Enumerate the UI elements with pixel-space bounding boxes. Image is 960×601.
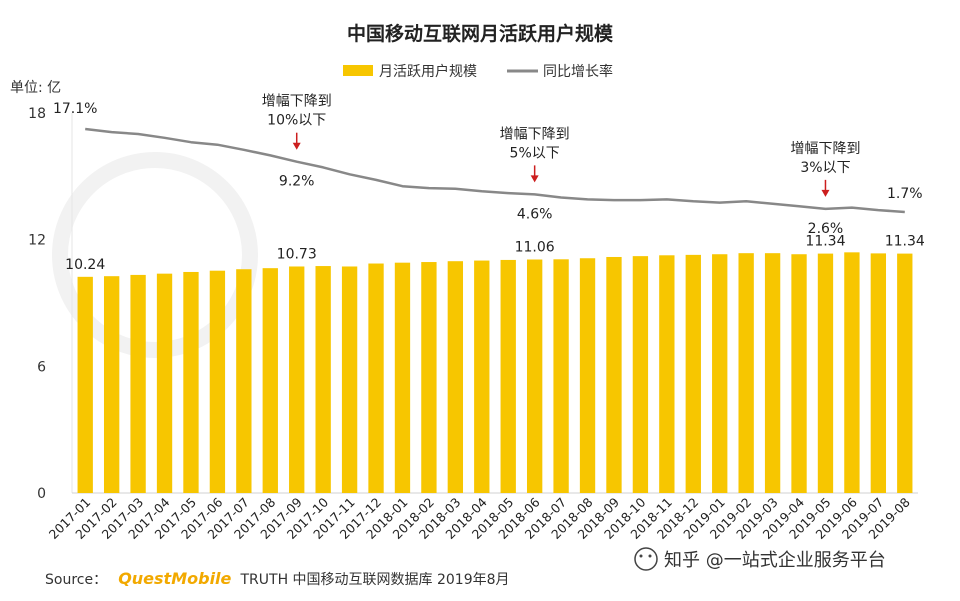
- bar-2018-12: [685, 254, 701, 493]
- bar-2018-10: [632, 256, 649, 493]
- annotation-line1: 增幅下降到: [262, 94, 332, 110]
- source-brand: QuestMobile: [118, 569, 231, 588]
- legend: 月活跃用户规模 同比增长率: [343, 63, 613, 80]
- bar-2017-03: [130, 274, 146, 493]
- legend-bar-swatch: [343, 65, 373, 76]
- bar-2017-04: [156, 273, 173, 493]
- watermark-text: 知乎 @一站式企业服务平台: [664, 550, 886, 571]
- growth-value-label: 2.6%: [808, 221, 844, 237]
- bar-2017-05: [183, 271, 199, 493]
- bar-value-label: 10.73: [277, 246, 317, 262]
- down-arrow-icon: [530, 175, 539, 183]
- bar-2018-11: [659, 255, 675, 493]
- source-line: Source： QuestMobile TRUTH 中国移动互联网数据库 201…: [45, 569, 510, 588]
- bar-value-label: 11.34: [885, 234, 925, 250]
- bar-2017-10: [315, 266, 331, 493]
- bar-2019-05: [817, 253, 834, 493]
- annotation-line2: 3%以下: [800, 160, 850, 176]
- growth-value-label: 17.1%: [53, 101, 97, 117]
- bar-2019-01: [712, 254, 728, 493]
- bar-value-label: 10.24: [65, 257, 105, 273]
- wechat-icon: [634, 547, 658, 571]
- growth-line: [85, 127, 905, 214]
- bar-2018-04: [474, 260, 490, 493]
- bar-2017-09: [289, 266, 305, 493]
- growth-value-label: 9.2%: [279, 174, 315, 190]
- bar-2017-11: [341, 266, 358, 493]
- legend-line-label: 同比增长率: [543, 63, 613, 80]
- bar-2017-06: [209, 270, 226, 493]
- bar-value-label: 11.34: [805, 234, 845, 250]
- bar-2018-09: [606, 256, 622, 493]
- data-labels: 10.24 10.73 11.06 11.34 11.34 17.1% 9.2% 4.6% 2.…: [53, 101, 925, 273]
- y-tick-label: 6: [37, 359, 46, 375]
- y-tick-label: 0: [37, 486, 46, 502]
- bar-2017-01: [77, 276, 93, 493]
- watermark-circle-graphic: [52, 152, 258, 358]
- bar-2019-08: [897, 253, 913, 493]
- bar-2017-12: [368, 263, 384, 493]
- bar-2018-02: [421, 262, 437, 493]
- bar-2017-08: [262, 268, 278, 493]
- chart-title: 中国移动互联网月活跃用户规模: [347, 22, 614, 45]
- y-tick-label: 12: [28, 233, 46, 249]
- down-arrow-icon: [292, 142, 301, 150]
- bar-2019-04: [791, 254, 807, 493]
- y-axis: 0 6 12 18: [28, 106, 46, 502]
- growth-line-series: [85, 127, 905, 214]
- bar-2018-08: [579, 258, 596, 493]
- annotation-line2: 10%以下: [267, 113, 326, 129]
- bar-2018-03: [447, 261, 464, 493]
- bar-2019-06: [844, 252, 860, 493]
- unit-label: 单位: 亿: [10, 80, 61, 96]
- growth-value-label: 4.6%: [517, 206, 553, 222]
- bar-2019-03: [764, 253, 781, 493]
- bar-2018-06: [526, 259, 543, 493]
- bar-2017-02: [103, 276, 120, 493]
- bar-2019-07: [870, 253, 887, 493]
- bar-2019-02: [738, 253, 754, 493]
- annotation-line2: 5%以下: [510, 145, 560, 161]
- source-prefix: Source：: [45, 572, 107, 588]
- source-text: TRUTH 中国移动互联网数据库 2019年8月: [239, 572, 509, 588]
- down-arrow-icon: [821, 189, 830, 197]
- annotation-line1: 增幅下降到: [790, 141, 860, 157]
- bar-series: [77, 252, 913, 493]
- bar-2018-01: [394, 262, 411, 493]
- growth-value-label: 1.7%: [887, 186, 923, 202]
- legend-bar-label: 月活跃用户规模: [379, 63, 477, 80]
- watermark: 知乎 @一站式企业服务平台: [634, 547, 886, 571]
- bar-2017-07: [236, 269, 252, 493]
- y-tick-label: 18: [28, 106, 46, 122]
- annotation-line1: 增幅下降到: [500, 126, 570, 142]
- bar-value-label: 11.06: [515, 240, 555, 256]
- x-axis: 2017-012017-022017-032017-042017-052017-…: [46, 494, 913, 542]
- bar-2018-05: [500, 259, 516, 493]
- bar-2018-07: [553, 259, 569, 493]
